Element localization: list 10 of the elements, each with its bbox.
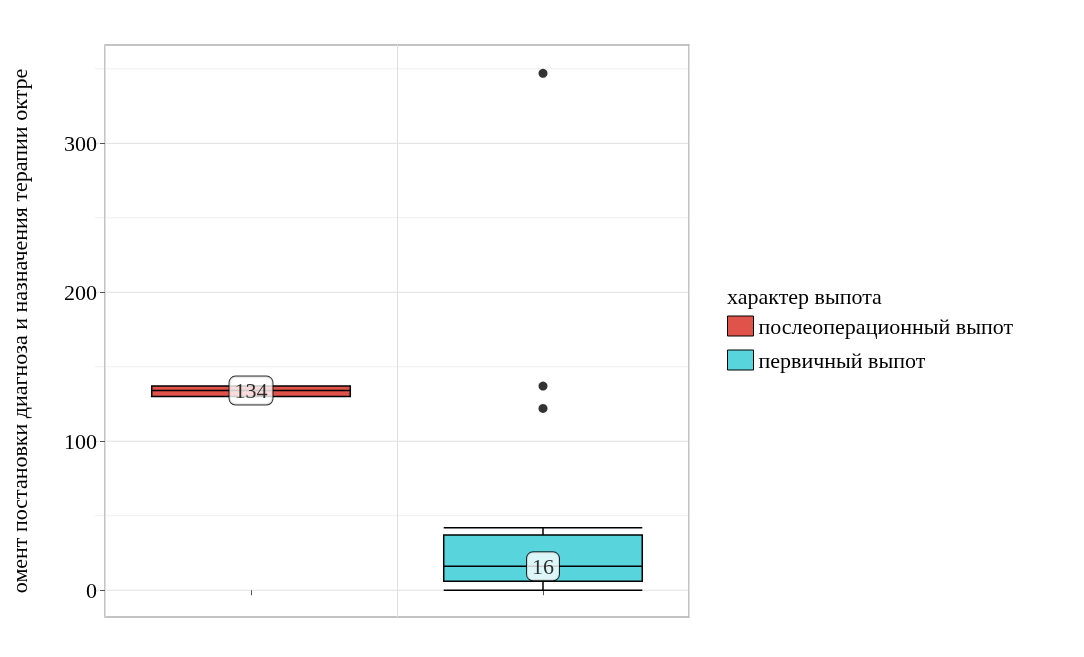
y-tick-label: 0: [86, 577, 97, 603]
y-tick-label: 200: [64, 279, 97, 305]
y-axis-title: омент постановки диагноза и назначения терапии октре: [6, 68, 32, 594]
y-tick-label: 300: [64, 130, 97, 156]
y-tick-label: 100: [64, 428, 97, 454]
legend-label: послеоперационный выпот: [758, 313, 1014, 339]
text: 16: [532, 553, 554, 579]
legend-label: первичный выпот: [758, 347, 926, 373]
legend-title: характер выпота: [727, 283, 883, 309]
text: 134: [234, 378, 268, 404]
